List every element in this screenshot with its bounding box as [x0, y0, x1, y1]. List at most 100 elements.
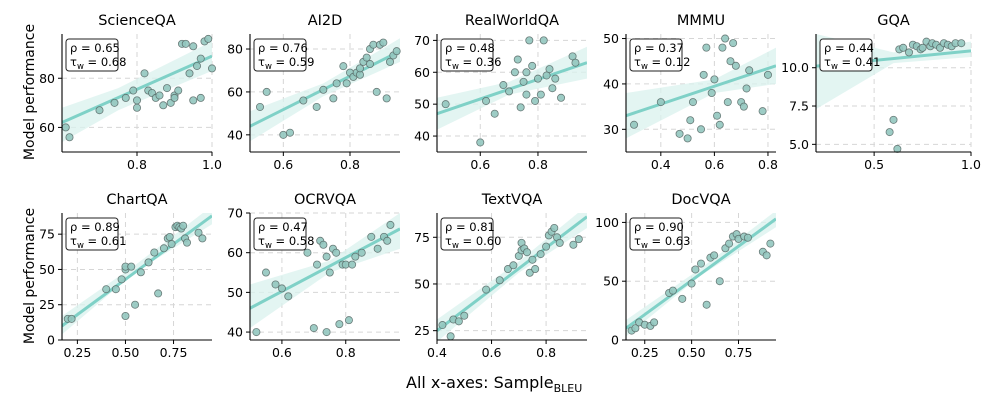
data-point [196, 93, 205, 102]
data-point [154, 289, 163, 298]
x-tick-label: 0.4 [427, 345, 447, 360]
data-point [557, 93, 566, 102]
data-point [745, 66, 754, 75]
data-point [312, 102, 321, 111]
tau-subscript: w [641, 62, 648, 72]
tau-subscript: w [452, 62, 459, 72]
rho-stat: ρ = 0.48 [445, 41, 495, 55]
data-point [743, 233, 752, 242]
tau-stat: τw = 0.41 [824, 55, 880, 72]
x-tick-label: 0.50 [678, 345, 706, 360]
data-point [721, 34, 730, 43]
data-point [386, 220, 395, 229]
data-point [531, 96, 540, 105]
tau-value: = 0.63 [648, 234, 691, 248]
y-tick-label: 70 [227, 206, 243, 221]
data-point [342, 79, 351, 88]
data-point [339, 62, 348, 71]
rho-stat: ρ = 0.47 [258, 220, 308, 234]
data-point [179, 221, 188, 230]
data-point [441, 100, 450, 109]
data-point [185, 69, 194, 78]
y-tick-label: 40 [227, 127, 243, 142]
rho-stat: ρ = 0.81 [445, 220, 495, 234]
data-point [332, 79, 341, 88]
data-point [357, 248, 366, 257]
data-point [699, 70, 708, 79]
data-point [697, 259, 706, 268]
data-point [111, 285, 120, 294]
tau-stat: τw = 0.60 [445, 234, 501, 251]
data-point [207, 64, 216, 73]
data-point [383, 236, 392, 245]
data-point [715, 277, 724, 286]
y-tick-label: 75 [39, 227, 55, 242]
data-point [723, 98, 732, 107]
tau-stat: τw = 0.61 [70, 234, 126, 251]
data-point [510, 68, 519, 77]
y-tick-label: 80 [227, 42, 243, 57]
y-tick-label: 100 [595, 215, 619, 230]
x-tick-label: 0.8 [528, 157, 548, 172]
data-point [499, 81, 508, 90]
data-point [382, 94, 391, 103]
data-point [460, 311, 469, 320]
x-tick-label: 0.6 [470, 157, 490, 172]
data-point [688, 98, 697, 107]
data-point [61, 123, 70, 132]
regression-line [437, 61, 587, 116]
data-point [162, 84, 171, 93]
data-point [490, 109, 499, 118]
tau-subscript: w [77, 241, 84, 251]
tau-value: = 0.61 [84, 234, 127, 248]
data-point [95, 106, 104, 115]
data-point [899, 43, 908, 52]
data-point [555, 238, 564, 247]
tau-symbol: τ [70, 234, 77, 248]
tau-subscript: w [265, 241, 272, 251]
tau-value: = 0.58 [272, 234, 315, 248]
x-tick-label: 0.6 [704, 157, 724, 172]
x-tick-label: 0.4 [651, 157, 671, 172]
data-point [519, 77, 528, 86]
tau-symbol: τ [445, 55, 452, 69]
tau-subscript: w [265, 62, 272, 72]
tau-value: = 0.68 [84, 55, 127, 69]
confidence-band [626, 47, 776, 139]
y-tick-label: 7.5 [789, 99, 809, 114]
y-axis-label-row-2: Model performance [22, 208, 38, 344]
rho-stat: ρ = 0.37 [634, 41, 684, 55]
data-point [454, 317, 463, 326]
data-point [344, 316, 353, 325]
tau-subscript: w [641, 241, 648, 251]
panel-title: MMMU [677, 13, 725, 29]
data-point [569, 240, 578, 249]
data-point [574, 235, 583, 244]
y-tick-label: 40 [603, 76, 619, 91]
data-point [528, 61, 537, 70]
tau-stat: τw = 0.58 [258, 234, 314, 251]
y-tick-label: 60 [414, 65, 430, 80]
rho-stat: ρ = 0.44 [824, 41, 874, 55]
data-point [675, 129, 684, 138]
data-point [285, 128, 294, 137]
data-point [284, 292, 293, 301]
data-point [536, 90, 545, 99]
data-point [262, 87, 271, 96]
tau-symbol: τ [70, 55, 77, 69]
y-tick-label: 50 [603, 274, 619, 289]
y-tick-label: 5.0 [789, 137, 809, 152]
data-point [889, 115, 898, 124]
y-tick-label: 0 [611, 333, 619, 348]
x-tick-label: 0.6 [272, 345, 292, 360]
y-tick-label: 50 [39, 262, 55, 277]
data-point [568, 52, 577, 61]
y-tick-label: 75 [414, 230, 430, 245]
stats-box [253, 217, 307, 251]
y-tick-label: 30 [603, 122, 619, 137]
data-point [630, 120, 639, 129]
